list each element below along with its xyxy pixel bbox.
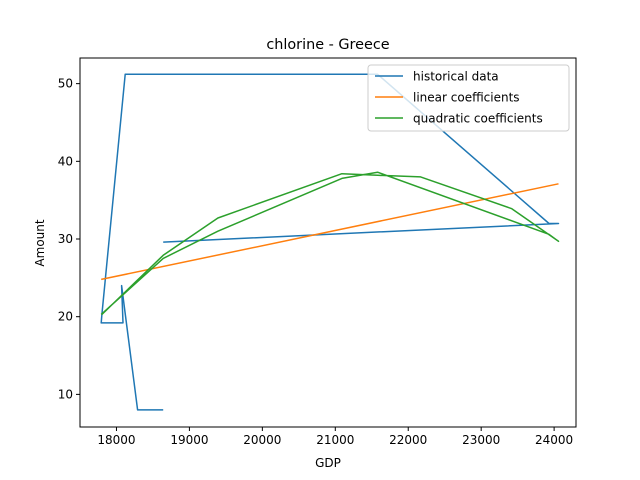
y-tick-label: 40 [58,154,73,168]
x-axis-label: GDP [315,456,341,470]
x-tick-label: 23000 [462,433,500,447]
legend-box [367,64,570,132]
legend-label: historical data [413,70,499,84]
y-tick-label: 50 [58,77,73,91]
x-tick-label: 22000 [389,433,427,447]
x-tick-label: 20000 [243,433,281,447]
x-tick-label: 21000 [316,433,354,447]
legend-label: linear coefficients [413,91,520,105]
chart-title: chlorine - Greece [266,37,389,53]
y-tick-label: 20 [58,310,73,324]
x-tick-label: 24000 [535,433,573,447]
y-tick-label: 10 [58,387,73,401]
legend: historical data linear coefficients quadra… [367,64,570,132]
series-line-historical-data [100,73,560,411]
y-tick-label: 30 [58,232,73,246]
x-tick-label: 19000 [170,433,208,447]
series-layer [100,73,560,411]
ticks-layer: 18000 19000 20000 21000 22000 23000 24000 10 20 3… [58,77,573,447]
x-tick-label: 18000 [97,433,135,447]
series-line-quadratic-coefficients [100,171,560,315]
legend-label: quadratic coefficients [413,112,543,126]
series-line-linear-coefficients [101,183,559,281]
y-axis-label: Amount [33,219,47,266]
plot-frame [79,57,577,428]
